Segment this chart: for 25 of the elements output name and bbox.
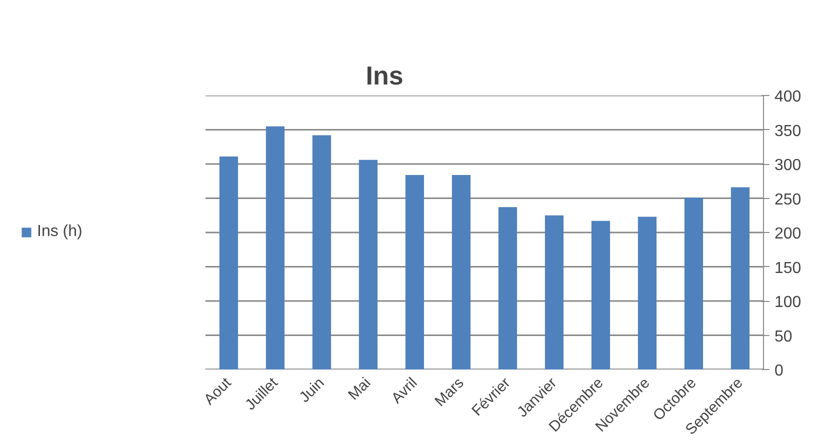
bar [266,126,285,370]
y-tick-label: 350 [774,122,802,140]
bar [591,220,610,370]
y-tick-label: 100 [774,294,802,311]
legend-label: Ins (h) [37,223,82,241]
x-tick-label: Juin [296,374,328,406]
bar [219,156,238,370]
x-tick-label: Mai [345,374,374,404]
y-tick-label: 300 [774,157,802,174]
bar [452,174,471,370]
y-tick-label: 250 [774,191,802,208]
y-tick-label: 150 [774,260,802,277]
bar [312,135,332,370]
y-tick-label: 200 [774,226,802,242]
bar [684,198,704,370]
chart-title: Ins [366,60,404,90]
bar [358,160,378,370]
y-tick-label: 400 [774,88,802,106]
bar [498,207,518,370]
bar [638,216,657,370]
bar [544,215,564,370]
y-tick-label: 0 [774,362,784,380]
bar [405,174,424,370]
bar [730,187,750,370]
y-tick-label: 50 [774,328,792,346]
